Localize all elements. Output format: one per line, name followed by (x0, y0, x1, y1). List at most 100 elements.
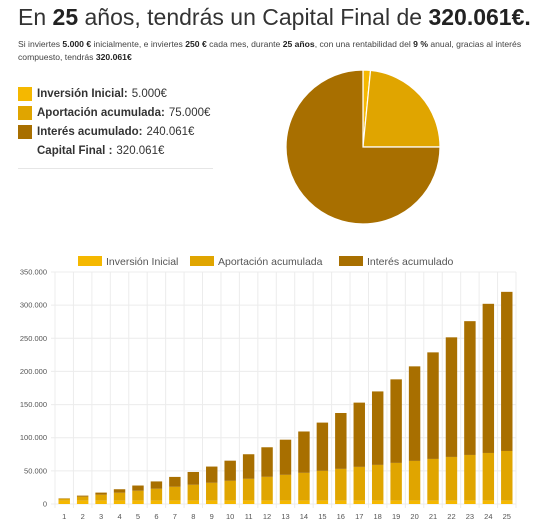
bar-year-19-series-1 (390, 500, 402, 504)
y-tick-label: 200.000 (20, 367, 47, 376)
summary-text: Si inviertes 5.000 € inicialmente, e inv… (18, 38, 528, 64)
bar-year-7-series-3 (169, 476, 181, 487)
bar-year-11-series-3 (242, 454, 255, 479)
bar-year-24-series-2 (482, 452, 495, 501)
x-tick-label: 23 (466, 512, 474, 521)
summary-t3: cada mes, durante (209, 39, 281, 49)
bar-year-21-series-3 (427, 352, 439, 459)
bar-year-24-series-1 (482, 500, 495, 504)
bar-year-15-series-1 (316, 500, 329, 504)
legend-swatch-1 (78, 256, 102, 266)
bar-year-24-series-3 (482, 303, 495, 453)
bar-year-13-series-2 (279, 474, 292, 501)
summary-t2: inicialmente, e inviertes (93, 39, 183, 49)
summary-t4: , con una rentabilidad del (314, 39, 411, 49)
summary-monthly: 250 € (185, 39, 207, 49)
pie-chart (285, 69, 441, 225)
pie-slice-interest (285, 69, 441, 225)
bar-year-25-series-3 (501, 291, 513, 451)
breakdown-initial: Inversión Inicial: 5.000€ (18, 84, 213, 103)
capital-breakdown: Inversión Inicial: 5.000€ Aportación acu… (18, 84, 213, 160)
breakdown-interest: Interés acumulado: 240.061€ (18, 122, 213, 141)
x-tick-label: 12 (263, 512, 271, 521)
bar-year-13-series-3 (279, 439, 292, 475)
bar-year-5-series-3 (132, 485, 144, 491)
bar-year-23-series-3 (464, 321, 476, 455)
summary-t1: Si inviertes (18, 39, 61, 49)
y-tick-label: 0 (43, 500, 47, 509)
bar-year-22-series-3 (445, 337, 458, 457)
pie-slice-contrib (362, 69, 441, 148)
x-tick-label: 1 (62, 512, 66, 521)
bar-year-20-series-1 (408, 500, 421, 504)
legend-label-2: Aportación acumulada (218, 256, 323, 268)
x-tick-label: 24 (484, 512, 492, 521)
bar-year-12-series-2 (261, 476, 273, 501)
headline-years: 25 (52, 4, 79, 30)
total-value: 320.061€ (116, 144, 165, 157)
legend-swatch-3 (339, 256, 363, 266)
bar-year-14-series-3 (298, 431, 310, 473)
headline-total: 320.061€. (428, 4, 531, 30)
bar-year-7-series-1 (169, 500, 181, 504)
y-tick-label: 150.000 (20, 400, 47, 409)
bar-year-3-series-2 (95, 494, 107, 501)
bar-year-17-series-3 (353, 402, 365, 467)
bar-year-8-series-1 (187, 500, 200, 504)
legend-swatch-2 (190, 256, 214, 266)
x-tick-label: 20 (410, 512, 418, 521)
bar-year-11-series-1 (242, 500, 255, 504)
bar-year-5-series-1 (132, 500, 144, 504)
breakdown-total: Capital Final : 320.061€ (18, 141, 213, 160)
x-tick-label: 9 (210, 512, 214, 521)
bar-year-25-series-1 (501, 500, 513, 504)
bar-year-15-series-3 (316, 422, 329, 471)
legend-label-3: Interés acumulado (367, 256, 454, 268)
x-tick-label: 21 (429, 512, 437, 521)
bar-year-10-series-2 (224, 480, 236, 501)
bar-year-2-series-1 (76, 500, 89, 504)
bar-year-2-series-3 (76, 495, 89, 497)
summary-years: 25 años (282, 39, 315, 49)
headline: En 25 años, tendrás un Capital Final de … (18, 4, 531, 31)
breakdown-contrib: Aportación acumulada: 75.000€ (18, 103, 213, 122)
bar-year-15-series-2 (316, 470, 329, 501)
bar-year-20-series-3 (408, 366, 421, 461)
bar-year-22-series-1 (445, 500, 458, 504)
bar-year-21-series-1 (427, 500, 439, 504)
y-tick-label: 50.000 (24, 466, 47, 475)
contrib-label: Aportación acumulada: (37, 106, 165, 119)
bar-year-12-series-3 (261, 447, 273, 477)
headline-middle: años, tendrás un Capital Final de (84, 4, 423, 30)
x-tick-label: 10 (226, 512, 234, 521)
bar-year-16-series-1 (335, 500, 347, 504)
x-tick-label: 22 (447, 512, 455, 521)
bar-year-23-series-1 (464, 500, 476, 504)
bar-year-18-series-3 (371, 391, 384, 465)
summary-initial: 5.000 € (62, 39, 92, 49)
x-tick-label: 16 (337, 512, 345, 521)
bar-year-5-series-2 (132, 490, 144, 501)
bar-year-7-series-2 (169, 486, 181, 501)
bar-year-1-series-2 (58, 498, 70, 501)
x-tick-label: 25 (503, 512, 511, 521)
bar-year-13-series-1 (279, 500, 292, 504)
bar-year-8-series-2 (187, 484, 200, 501)
x-tick-label: 5 (136, 512, 140, 521)
initial-swatch (18, 86, 32, 101)
bar-year-3-series-3 (95, 492, 107, 495)
bar-year-12-series-1 (261, 500, 273, 504)
bar-year-8-series-3 (187, 471, 200, 485)
bar-year-1-series-1 (58, 500, 70, 504)
bar-year-22-series-2 (445, 456, 458, 501)
bar-chart: Inversión Inicial Aportación acumulada Int… (20, 256, 517, 521)
bar-year-2-series-2 (76, 496, 89, 501)
x-tick-label: 18 (374, 512, 382, 521)
bar-year-4-series-2 (113, 492, 126, 501)
x-tick-label: 17 (355, 512, 363, 521)
x-tick-label: 11 (245, 512, 253, 521)
total-label: Capital Final : (37, 144, 113, 157)
initial-value: 5.000€ (131, 87, 167, 100)
bar-year-10-series-3 (224, 460, 236, 481)
initial-label: Inversión Inicial: (37, 87, 128, 100)
